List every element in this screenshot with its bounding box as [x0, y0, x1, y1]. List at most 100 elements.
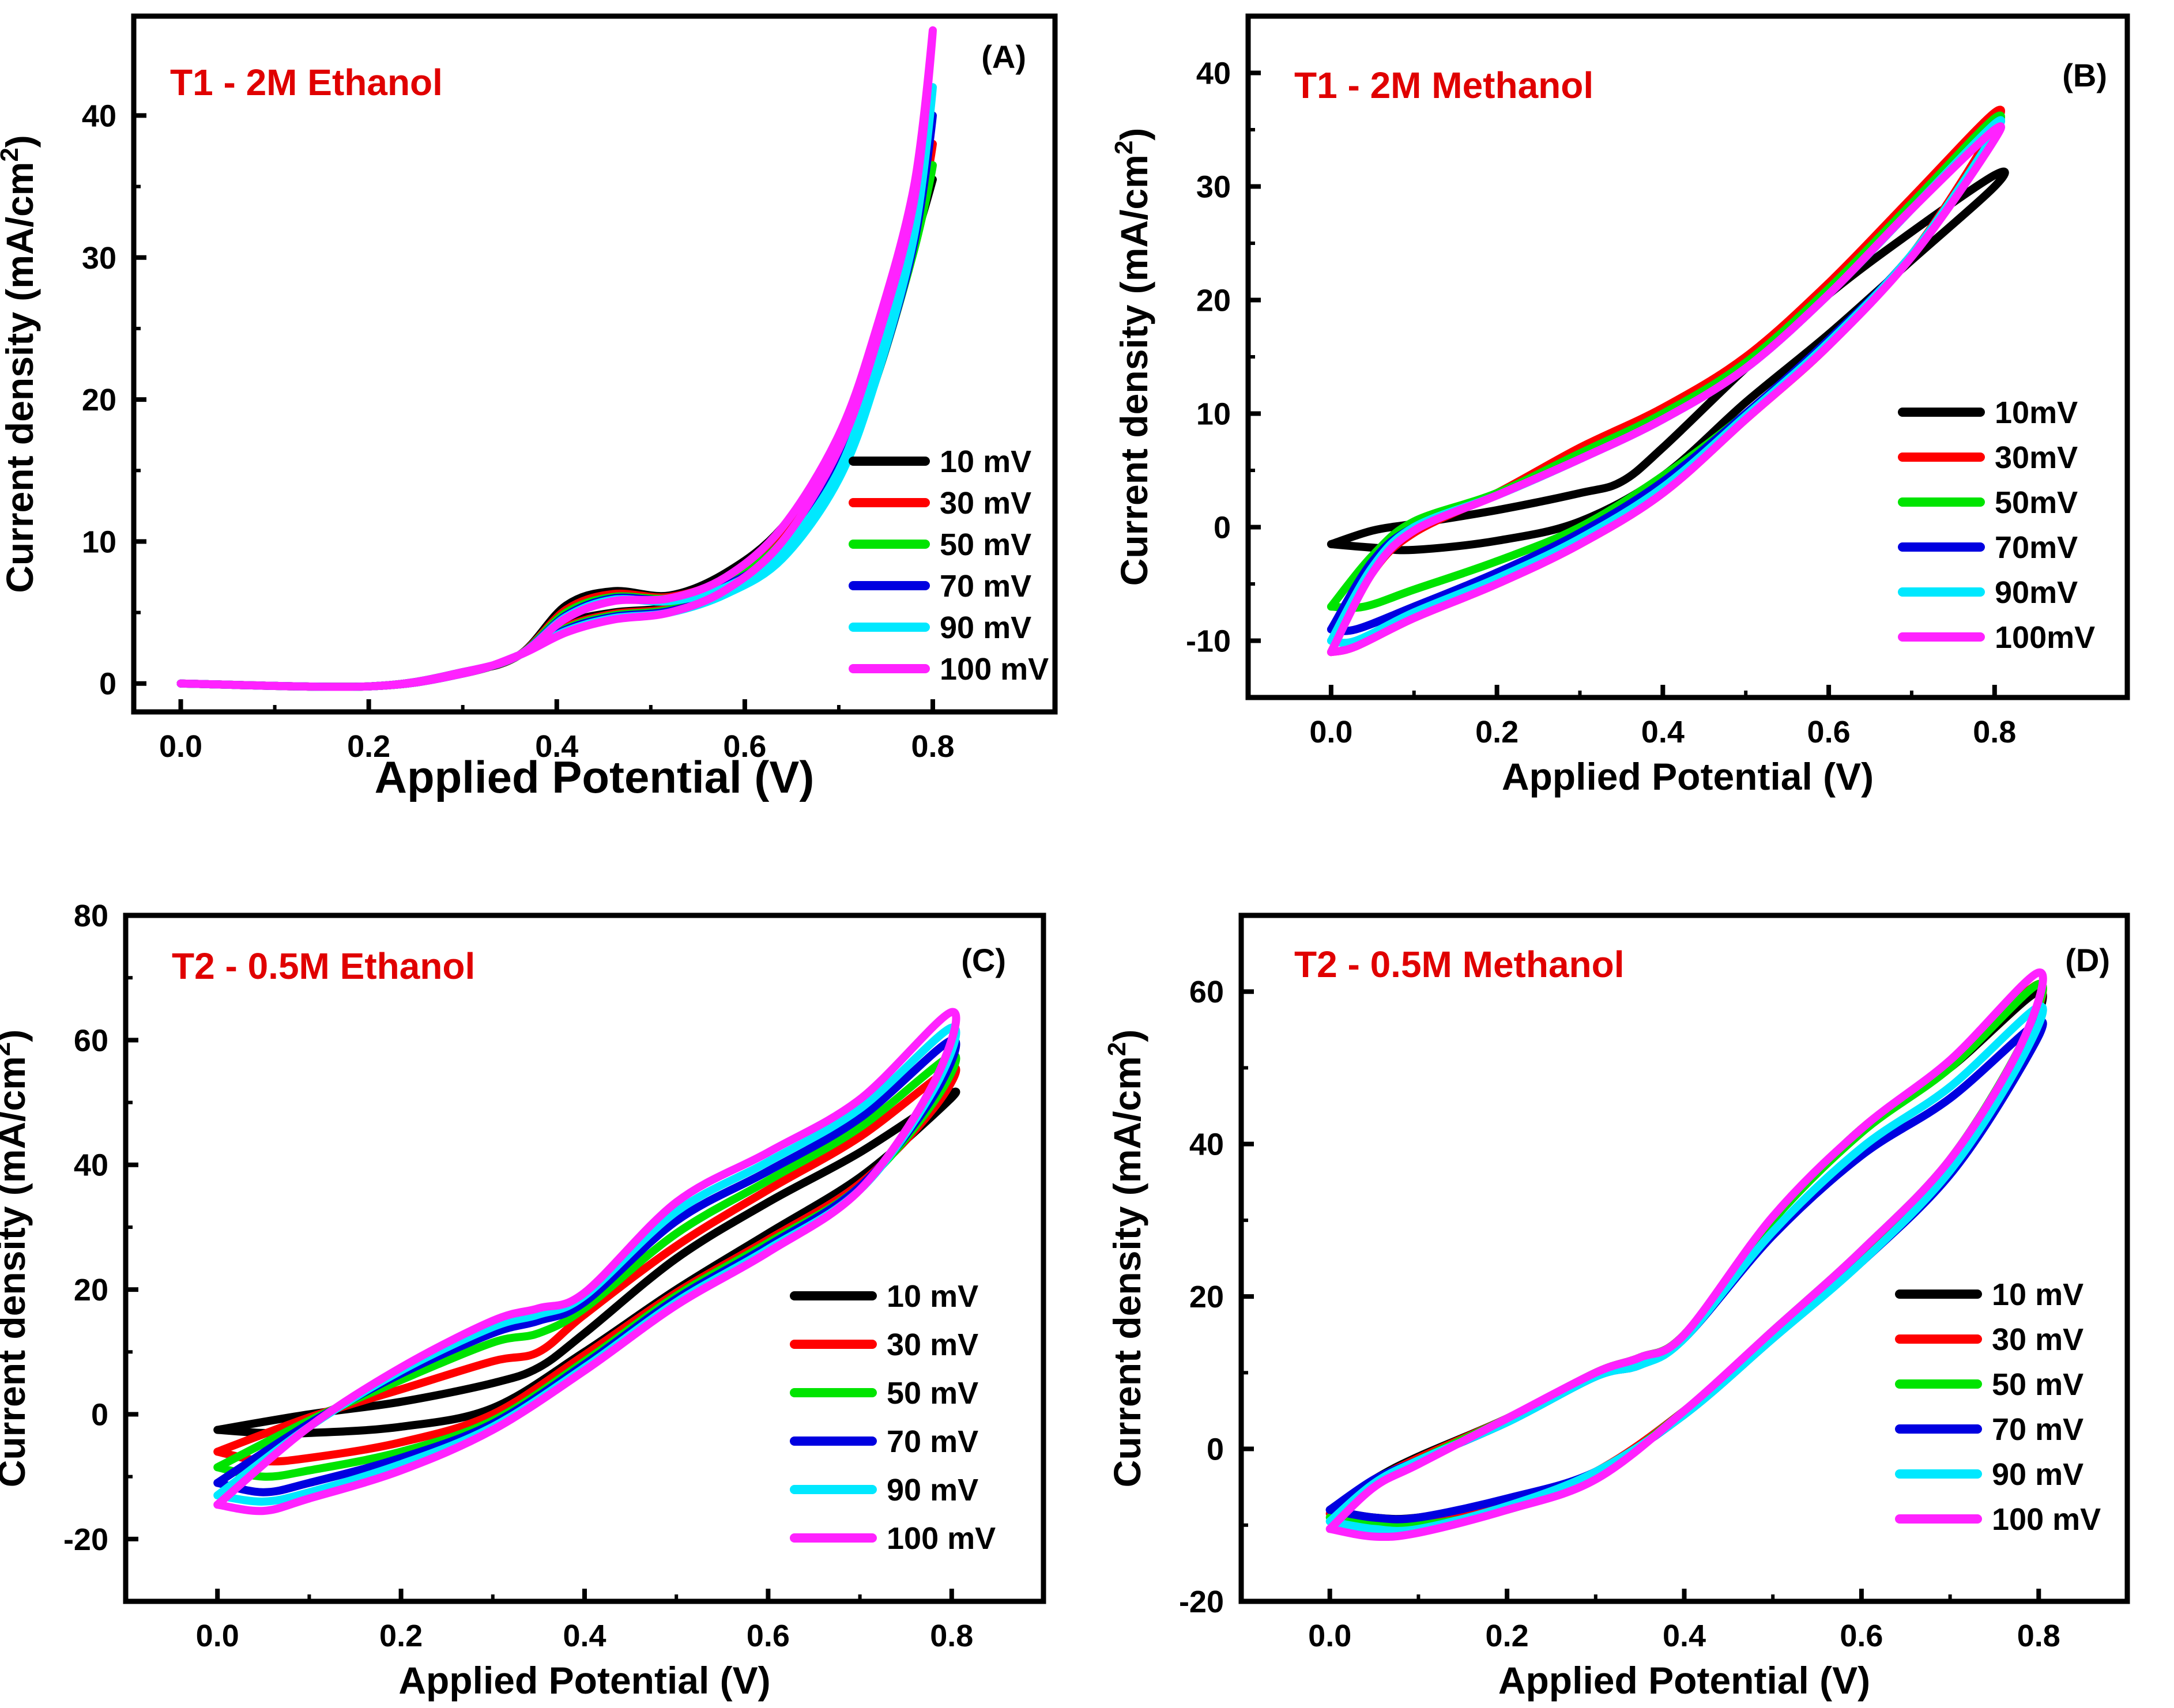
- x-tick-label: 0.8: [930, 1619, 973, 1653]
- y-tick-label: 0: [1214, 511, 1231, 545]
- y-tick-label: 20: [82, 383, 116, 417]
- series-line-10mv: [213, 1087, 960, 1438]
- y-tick-label: 0: [1207, 1432, 1224, 1467]
- x-axis-label: Applied Potential (V): [375, 752, 815, 802]
- series-line-90mv: [1327, 116, 2005, 647]
- legend: 10mV 30mV 50mV 70mV 90mV 100mV: [1898, 395, 2095, 655]
- legend-label: 50 mV: [1992, 1367, 2083, 1402]
- legend: 10 mV 30 mV 50 mV 70 mV 90 mV 100 mV: [790, 1279, 996, 1556]
- y-axis-label-end: ): [0, 135, 41, 148]
- x-tick-label: 0.4: [563, 1619, 606, 1653]
- series-line-70mv: [1327, 116, 2005, 635]
- x-tick-label: 0.6: [747, 1619, 790, 1653]
- x-tick-label: 0.4: [1663, 1619, 1706, 1653]
- legend-label: 70 mV: [1992, 1412, 2083, 1447]
- legend-label: 30 mV: [1992, 1322, 2083, 1357]
- y-tick-label: 20: [1196, 284, 1231, 318]
- y-axis-label-superscript: 2: [0, 1042, 16, 1056]
- x-axis: 0.0 0.2 0.4 0.6 0.8: [1309, 685, 2016, 749]
- x-tick-label: 0.2: [1475, 715, 1519, 749]
- panel-tag: (C): [961, 942, 1006, 978]
- series-line-50mv: [1327, 111, 2005, 612]
- legend-label: 10 mV: [1992, 1277, 2083, 1312]
- plot-frame: [131, 13, 1058, 715]
- panel-b: 0.0 0.2 0.4 0.6 0.8 -10 0 10 20 30 40 Applied Poten…: [1110, 13, 2130, 798]
- legend-label: 100 mV: [1992, 1502, 2101, 1537]
- legend-label: 70 mV: [940, 569, 1031, 604]
- y-tick-label: 40: [1196, 56, 1231, 91]
- y-axis-label-superscript: 2: [0, 148, 24, 161]
- x-tick-label: 0.2: [1486, 1619, 1529, 1653]
- y-axis: -10 0 10 20 30 40: [1186, 56, 1261, 659]
- x-tick-label: 0.4: [1641, 715, 1685, 749]
- legend-label: 90 mV: [1992, 1457, 2083, 1492]
- series-line-30mv: [176, 139, 937, 691]
- series-line-30mv: [1325, 979, 2047, 1527]
- y-tick-label: 10: [82, 525, 116, 559]
- x-tick-label: 0.2: [347, 729, 390, 764]
- y-tick-label: 40: [1189, 1128, 1224, 1162]
- legend: 10 mV 30 mV 50 mV 70 mV 90 mV 100 mV: [849, 444, 1049, 687]
- series-line-100mv: [176, 26, 937, 691]
- y-axis-label: Current density (mA/cm2): [0, 135, 41, 593]
- y-axis: -20 0 20 40 60: [1179, 975, 1254, 1619]
- y-tick-label: -20: [1179, 1585, 1224, 1619]
- chart-title: T2 - 0.5M Ethanol: [172, 945, 475, 987]
- legend-label: 70 mV: [887, 1424, 978, 1459]
- y-tick-label: 20: [74, 1273, 108, 1307]
- y-tick-label: -20: [63, 1522, 108, 1557]
- y-axis-label-main: Current density (mA/cm: [1106, 1056, 1148, 1487]
- panel-tag: (A): [981, 39, 1026, 75]
- y-axis-label-end: ): [1113, 128, 1155, 141]
- legend-label: 90 mV: [887, 1473, 978, 1507]
- legend-label: 50 mV: [940, 527, 1031, 562]
- x-axis: 0.0 0.2 0.4 0.6 0.8: [1308, 1589, 2060, 1653]
- series-group: [213, 1008, 960, 1515]
- x-tick-label: 0.8: [911, 729, 954, 764]
- y-axis-label-superscript: 2: [1110, 141, 1138, 154]
- legend-label: 30 mV: [887, 1328, 978, 1362]
- legend-label: 10 mV: [940, 444, 1031, 479]
- x-axis: 0.0 0.2 0.4 0.6 0.8: [196, 1589, 973, 1653]
- chart-title: T2 - 0.5M Methanol: [1294, 944, 1625, 985]
- x-tick-label: 0.6: [1840, 1619, 1883, 1653]
- panel-tag: (B): [2062, 57, 2107, 93]
- x-tick-label: 0.0: [196, 1619, 239, 1653]
- y-tick-label: 10: [1196, 397, 1231, 432]
- y-axis-label-end: ): [1106, 1030, 1148, 1042]
- chart-title: T1 - 2M Ethanol: [170, 62, 443, 103]
- x-axis-label: Applied Potential (V): [1502, 755, 1874, 798]
- series-line-100mv: [213, 1008, 960, 1515]
- y-axis-label-main: Current density (mA/cm: [1113, 154, 1155, 586]
- series-group: [176, 26, 937, 691]
- legend-label: 70mV: [1995, 530, 2078, 565]
- legend-label: 10mV: [1995, 395, 2078, 430]
- y-axis-label-main: Current density (mA/cm: [0, 1056, 33, 1487]
- legend-label: 90mV: [1995, 575, 2078, 610]
- series-line-100mv: [1327, 122, 2005, 657]
- y-axis-label: Current density (mA/cm2): [0, 1030, 33, 1488]
- x-axis-label: Applied Potential (V): [1498, 1659, 1870, 1702]
- legend-label: 10 mV: [887, 1279, 978, 1314]
- y-axis-label: Current density (mA/cm2): [1110, 128, 1155, 586]
- y-axis-label-superscript: 2: [1103, 1042, 1131, 1056]
- x-axis: 0.0 0.2 0.4 0.6 0.8: [159, 699, 955, 764]
- panel-a: 0.0 0.2 0.4 0.6 0.8 0 10 20 30 40 Applied Potentia…: [0, 13, 1058, 802]
- y-axis-label-main: Current density (mA/cm: [0, 162, 41, 593]
- x-tick-label: 0.8: [1973, 715, 2016, 749]
- y-tick-label: 30: [82, 241, 116, 276]
- x-tick-label: 0.6: [1807, 715, 1851, 749]
- legend-label: 30mV: [1995, 440, 2078, 475]
- series-line-30mv: [1327, 105, 2005, 657]
- y-tick-label: 60: [74, 1023, 108, 1058]
- legend-label: 100mV: [1995, 620, 2095, 655]
- x-tick-label: 0.0: [1308, 1619, 1351, 1653]
- x-tick-label: 0.8: [2017, 1619, 2060, 1653]
- chart-title: T1 - 2M Methanol: [1294, 65, 1593, 106]
- legend-label: 50mV: [1995, 485, 2078, 520]
- series-line-70mv: [176, 111, 937, 691]
- legend-label: 50 mV: [887, 1376, 978, 1411]
- y-tick-label: 40: [74, 1148, 108, 1183]
- y-tick-label: 80: [74, 899, 108, 933]
